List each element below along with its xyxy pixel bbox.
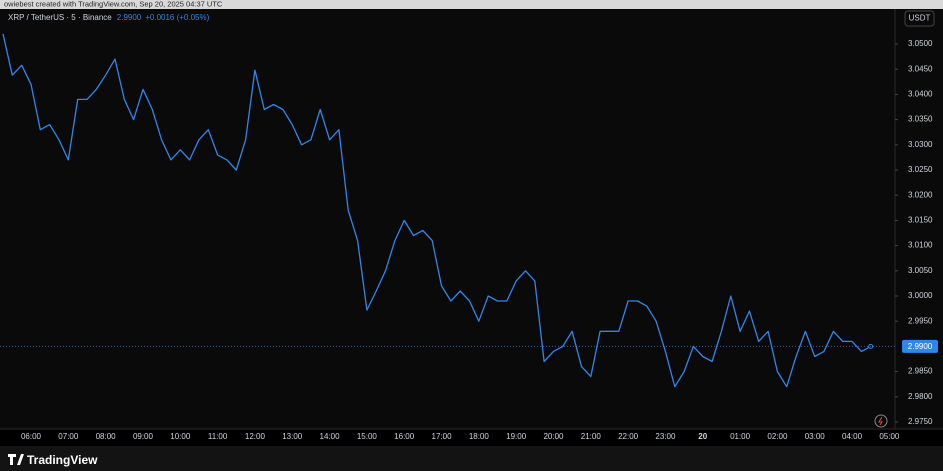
x-tick-label: 18:00: [469, 432, 490, 441]
header-change: +0.0016 (+0.05%): [145, 13, 209, 22]
y-tick-label: 3.0200: [908, 190, 933, 199]
x-tick-label: 14:00: [320, 432, 341, 441]
x-tick-label: 04:00: [842, 432, 863, 441]
last-price-label: 2.9900: [908, 342, 933, 351]
x-tick-label: 22:00: [618, 432, 639, 441]
chart-title: XRP / TetherUS · 5 · Binance: [8, 13, 112, 22]
x-tick-label: 12:00: [245, 432, 266, 441]
x-tick-label: 07:00: [58, 432, 79, 441]
lightning-icon[interactable]: [874, 414, 888, 428]
x-tick-label: 10:00: [170, 432, 191, 441]
x-tick-label: 13:00: [282, 432, 303, 441]
brand: TradingView: [27, 453, 98, 467]
lightning-glyph: [878, 416, 883, 426]
attribution-bar: [0, 0, 943, 9]
x-tick-label: 23:00: [655, 432, 676, 441]
x-tick-label: 15:00: [357, 432, 378, 441]
x-tick-label: 11:00: [208, 432, 228, 441]
y-tick-label: 3.0100: [908, 241, 933, 250]
x-tick-label: 01:00: [730, 432, 751, 441]
x-tick-label: 08:00: [96, 432, 117, 441]
x-tick-label: 17:00: [432, 432, 453, 441]
footer: [0, 446, 943, 471]
y-tick-label: 3.0050: [908, 266, 933, 275]
currency[interactable]: USDT: [909, 14, 931, 23]
x-tick-label: 02:00: [767, 432, 788, 441]
x-tick-label: 05:00: [879, 432, 900, 441]
y-tick-label: 2.9800: [908, 392, 933, 401]
x-tick-label: 19:00: [506, 432, 527, 441]
x-tick-label: 21:00: [581, 432, 602, 441]
y-tick-label: 2.9950: [908, 316, 933, 325]
y-tick-label: 3.0150: [908, 216, 933, 225]
y-tick-label: 3.0250: [908, 165, 933, 174]
y-tick-label: 3.0400: [908, 90, 933, 99]
y-tick-label: 2.9750: [908, 417, 933, 426]
y-tick-label: 3.0500: [908, 39, 933, 48]
x-tick-label: 03:00: [805, 432, 826, 441]
y-tick-label: 3.0300: [908, 140, 933, 149]
y-tick-label: 3.0000: [908, 291, 933, 300]
attribution: owiebest created with TradingView.com, S…: [4, 0, 223, 8]
y-tick-label: 3.0350: [908, 115, 933, 124]
x-tick-label: 20:00: [543, 432, 564, 441]
x-tick-label: 20: [698, 432, 707, 441]
x-tick-label: 16:00: [394, 432, 415, 441]
y-tick-label: 3.0450: [908, 64, 933, 73]
brand-logo: [8, 454, 24, 465]
x-tick-label: 09:00: [133, 432, 154, 441]
y-tick-label: 2.9850: [908, 367, 933, 376]
price-line: [2, 33, 872, 388]
x-tick-label: 06:00: [21, 432, 42, 441]
header-price: 2.9900: [117, 13, 142, 22]
chart-pane: [0, 9, 943, 429]
last-price-box: [902, 339, 938, 353]
currency-box[interactable]: [904, 10, 935, 27]
